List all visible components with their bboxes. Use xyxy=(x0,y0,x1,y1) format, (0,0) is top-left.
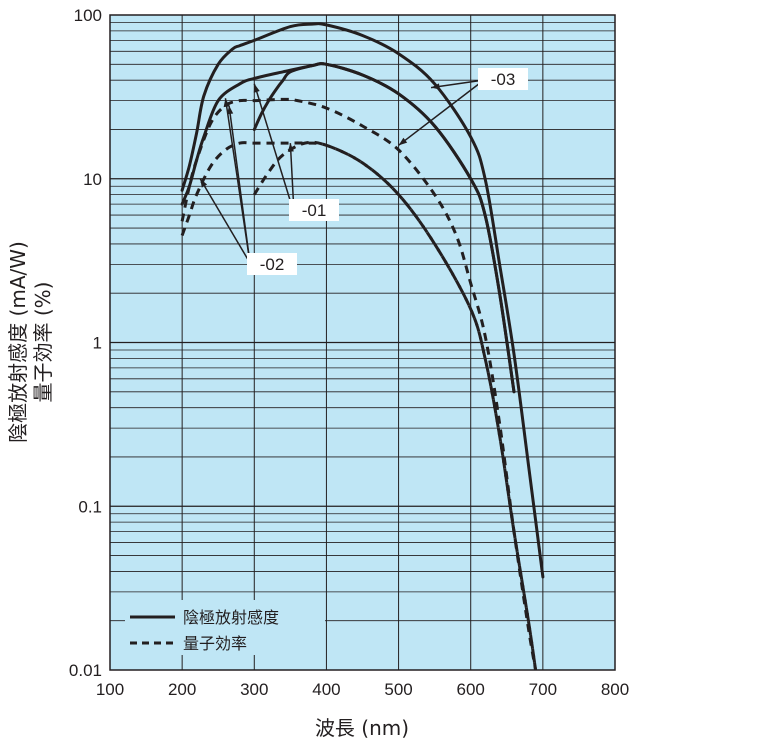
x-tick-label: 600 xyxy=(457,680,485,699)
curves xyxy=(180,22,545,671)
callout-leader-line xyxy=(224,98,251,264)
plot-frame xyxy=(109,14,616,671)
callout-arrowhead xyxy=(200,178,208,188)
callout-arrowhead xyxy=(431,83,440,90)
callout-label: -01 xyxy=(302,201,327,220)
y-tick-label: 0.01 xyxy=(69,661,102,680)
callout-arrowhead xyxy=(223,98,230,108)
y-tick-label: 100 xyxy=(74,6,102,25)
callout-arrowhead xyxy=(398,137,408,146)
y-tick-label: 10 xyxy=(83,170,102,189)
y-tick-label: 0.1 xyxy=(78,497,102,516)
legend: 陰極放射感度 量子効率 xyxy=(125,600,325,655)
series-line-03-dashed xyxy=(180,97,538,671)
x-tick-label: 100 xyxy=(96,680,124,699)
series-line-03-solid xyxy=(180,22,545,579)
legend-label-dashed: 量子効率 xyxy=(183,634,247,653)
series-line-02-solid xyxy=(180,62,516,394)
callout-arrowhead xyxy=(227,105,234,115)
x-tick-label: 300 xyxy=(240,680,268,699)
legend-label-solid: 陰極放射感度 xyxy=(183,608,279,627)
callout-label-box xyxy=(289,199,339,221)
x-tick-label: 400 xyxy=(312,680,340,699)
x-tick-label: 500 xyxy=(384,680,412,699)
y-tick-labels: 0.01 0.1 1 10 100 xyxy=(69,6,102,680)
x-tick-label: 200 xyxy=(168,680,196,699)
series-line-02-dashed xyxy=(180,141,538,671)
x-tick-labels: 100 200 300 400 500 600 700 800 xyxy=(96,680,629,699)
callout-label-box xyxy=(478,68,528,90)
callout-arrowhead xyxy=(253,83,260,93)
x-axis-title: 波長 (nm) xyxy=(315,716,409,740)
legend-box xyxy=(125,600,325,655)
callout-label: -02 xyxy=(260,255,285,274)
grid xyxy=(110,15,615,670)
callout-leader-line xyxy=(199,178,251,264)
y-axis-title-line1: 陰極放射感度 (mA/W) xyxy=(6,241,30,443)
y-axis-title-line2: 量子効率 (%) xyxy=(31,282,55,403)
callout-arrowhead xyxy=(287,143,294,152)
callout-leader-line xyxy=(398,79,485,146)
callout-leader-line xyxy=(253,83,295,214)
x-tick-label: 800 xyxy=(601,680,629,699)
callout-leader-line xyxy=(430,79,485,89)
callouts: -01 -02 -03 xyxy=(199,68,528,275)
callout-label: -03 xyxy=(491,70,516,89)
y-tick-label: 1 xyxy=(93,334,102,353)
x-tick-label: 700 xyxy=(529,680,557,699)
callout-label-box xyxy=(247,253,297,275)
